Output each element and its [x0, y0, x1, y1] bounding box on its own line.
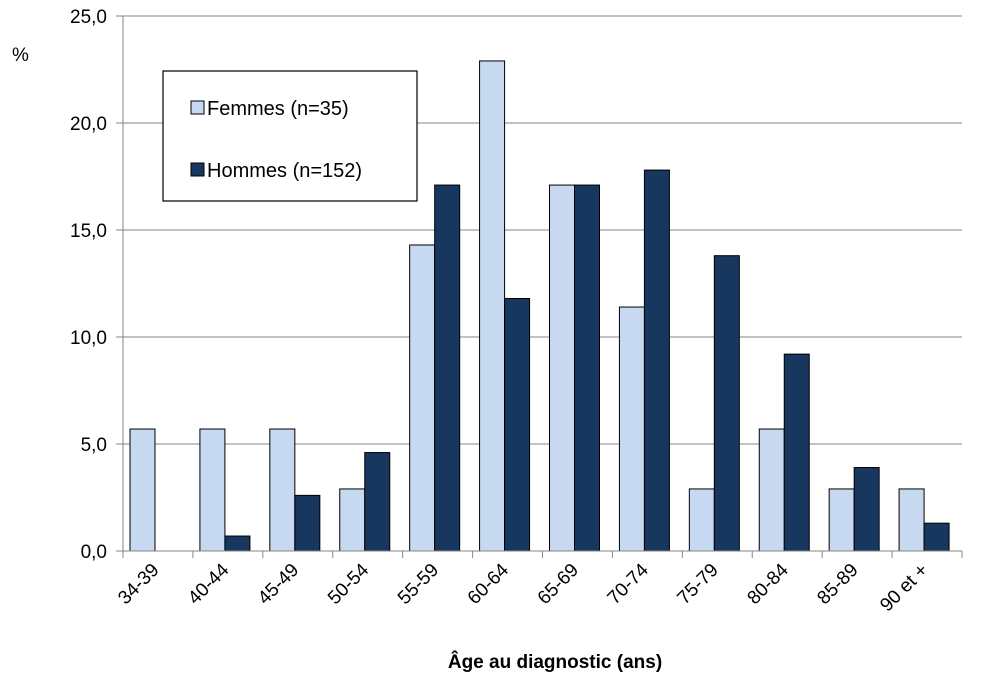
bar-hommes — [643, 169, 670, 552]
x-tick-label: 90 et + — [876, 560, 932, 616]
legend-swatch — [190, 162, 205, 177]
bar-femmes — [549, 184, 575, 552]
x-tick-label: 40-44 — [184, 559, 234, 609]
y-axis-unit: % — [12, 45, 29, 66]
bar-femmes — [758, 428, 785, 552]
bar-femmes — [688, 488, 715, 552]
y-tick-label: 10,0 — [70, 328, 107, 349]
x-axis-ticks: 34-39 40-44 45-49 50-54 55-59 60-64 65-69 70-74… — [114, 551, 963, 616]
x-tick-label: 60-64 — [464, 559, 514, 609]
bar-hommes — [574, 184, 600, 552]
bar-femmes — [129, 428, 156, 552]
bar-femmes — [618, 306, 645, 552]
bar-hommes — [713, 255, 740, 552]
x-tick-label: 70-74 — [604, 559, 654, 609]
x-tick-label: 75-79 — [674, 560, 723, 609]
legend-box — [162, 70, 418, 202]
bar-hommes — [504, 297, 531, 552]
bar-femmes — [409, 244, 436, 552]
legend-label: Hommes (n=152) — [207, 160, 362, 182]
bar-femmes — [269, 428, 296, 552]
bar-hommes — [783, 353, 810, 552]
bar-hommes — [364, 452, 391, 552]
bar-femmes — [479, 60, 506, 552]
x-tick-label: 45-49 — [254, 560, 303, 609]
bar-hommes — [853, 467, 880, 552]
legend-label: Femmes (n=35) — [207, 98, 349, 120]
bars — [129, 60, 950, 552]
bar-femmes — [199, 428, 226, 552]
y-tick-label: 0,0 — [81, 542, 107, 563]
y-axis-ticks: 0,0 5,0 10,0 15,0 20,0 25,0 — [70, 7, 123, 563]
x-tick-label: 65-69 — [534, 560, 583, 609]
x-tick-label: 34-39 — [114, 560, 163, 609]
bar-hommes — [434, 184, 461, 552]
y-tick-label: 5,0 — [81, 435, 107, 456]
bar-hommes — [294, 494, 321, 552]
x-tick-label: 55-59 — [394, 560, 443, 609]
bar-femmes — [898, 488, 925, 552]
bar-hommes — [224, 535, 251, 552]
y-tick-label: 25,0 — [70, 7, 107, 28]
x-tick-label: 80-84 — [744, 559, 794, 609]
legend-swatch — [190, 100, 205, 115]
bar-femmes — [828, 488, 855, 552]
x-tick-label: 50-54 — [324, 559, 374, 609]
x-axis-title: Âge au diagnostic (ans) — [448, 651, 662, 673]
y-tick-label: 20,0 — [70, 114, 107, 135]
bar-femmes — [339, 488, 366, 552]
x-tick-label: 85-89 — [813, 560, 862, 609]
legend: Femmes (n=35) Hommes (n=152) — [162, 70, 418, 202]
y-tick-label: 15,0 — [70, 221, 107, 242]
bar-hommes — [923, 522, 950, 552]
